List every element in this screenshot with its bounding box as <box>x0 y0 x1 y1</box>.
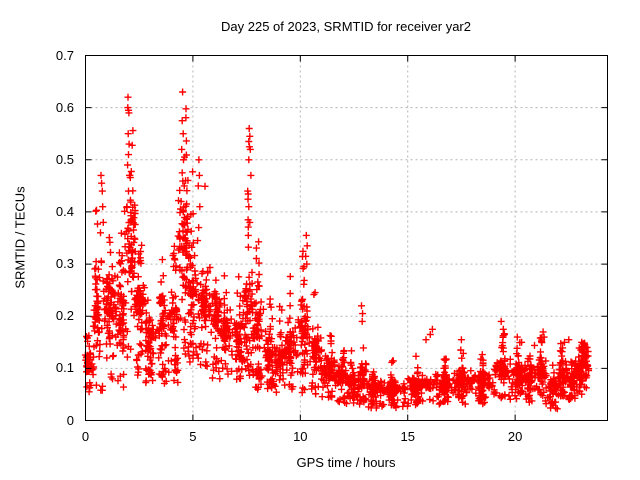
x-axis-label: GPS time / hours <box>296 455 396 470</box>
x-tick-label: 10 <box>293 429 308 444</box>
y-tick-label: 0.3 <box>55 256 74 272</box>
plot-border-and-ticks <box>85 55 608 421</box>
x-tick-label: 15 <box>400 429 415 444</box>
y-tick-label: 0.6 <box>55 99 74 115</box>
x-tick-label: 0 <box>81 429 90 444</box>
chart-title: Day 225 of 2023, SRMTID for receiver yar… <box>221 19 471 34</box>
x-tick-label: 20 <box>507 429 523 444</box>
data-points <box>81 88 593 413</box>
y-tick-label: 0.2 <box>55 308 74 324</box>
x-tick-label: 5 <box>189 429 197 444</box>
y-tick-label: 0.4 <box>55 203 74 219</box>
y-tick-label: 0.1 <box>55 360 74 376</box>
y-tick-label: 0 <box>66 412 74 428</box>
scatter-marker-path <box>81 88 593 413</box>
y-tick-label: 0.7 <box>55 47 74 63</box>
y-tick-label: 0.5 <box>55 151 74 167</box>
